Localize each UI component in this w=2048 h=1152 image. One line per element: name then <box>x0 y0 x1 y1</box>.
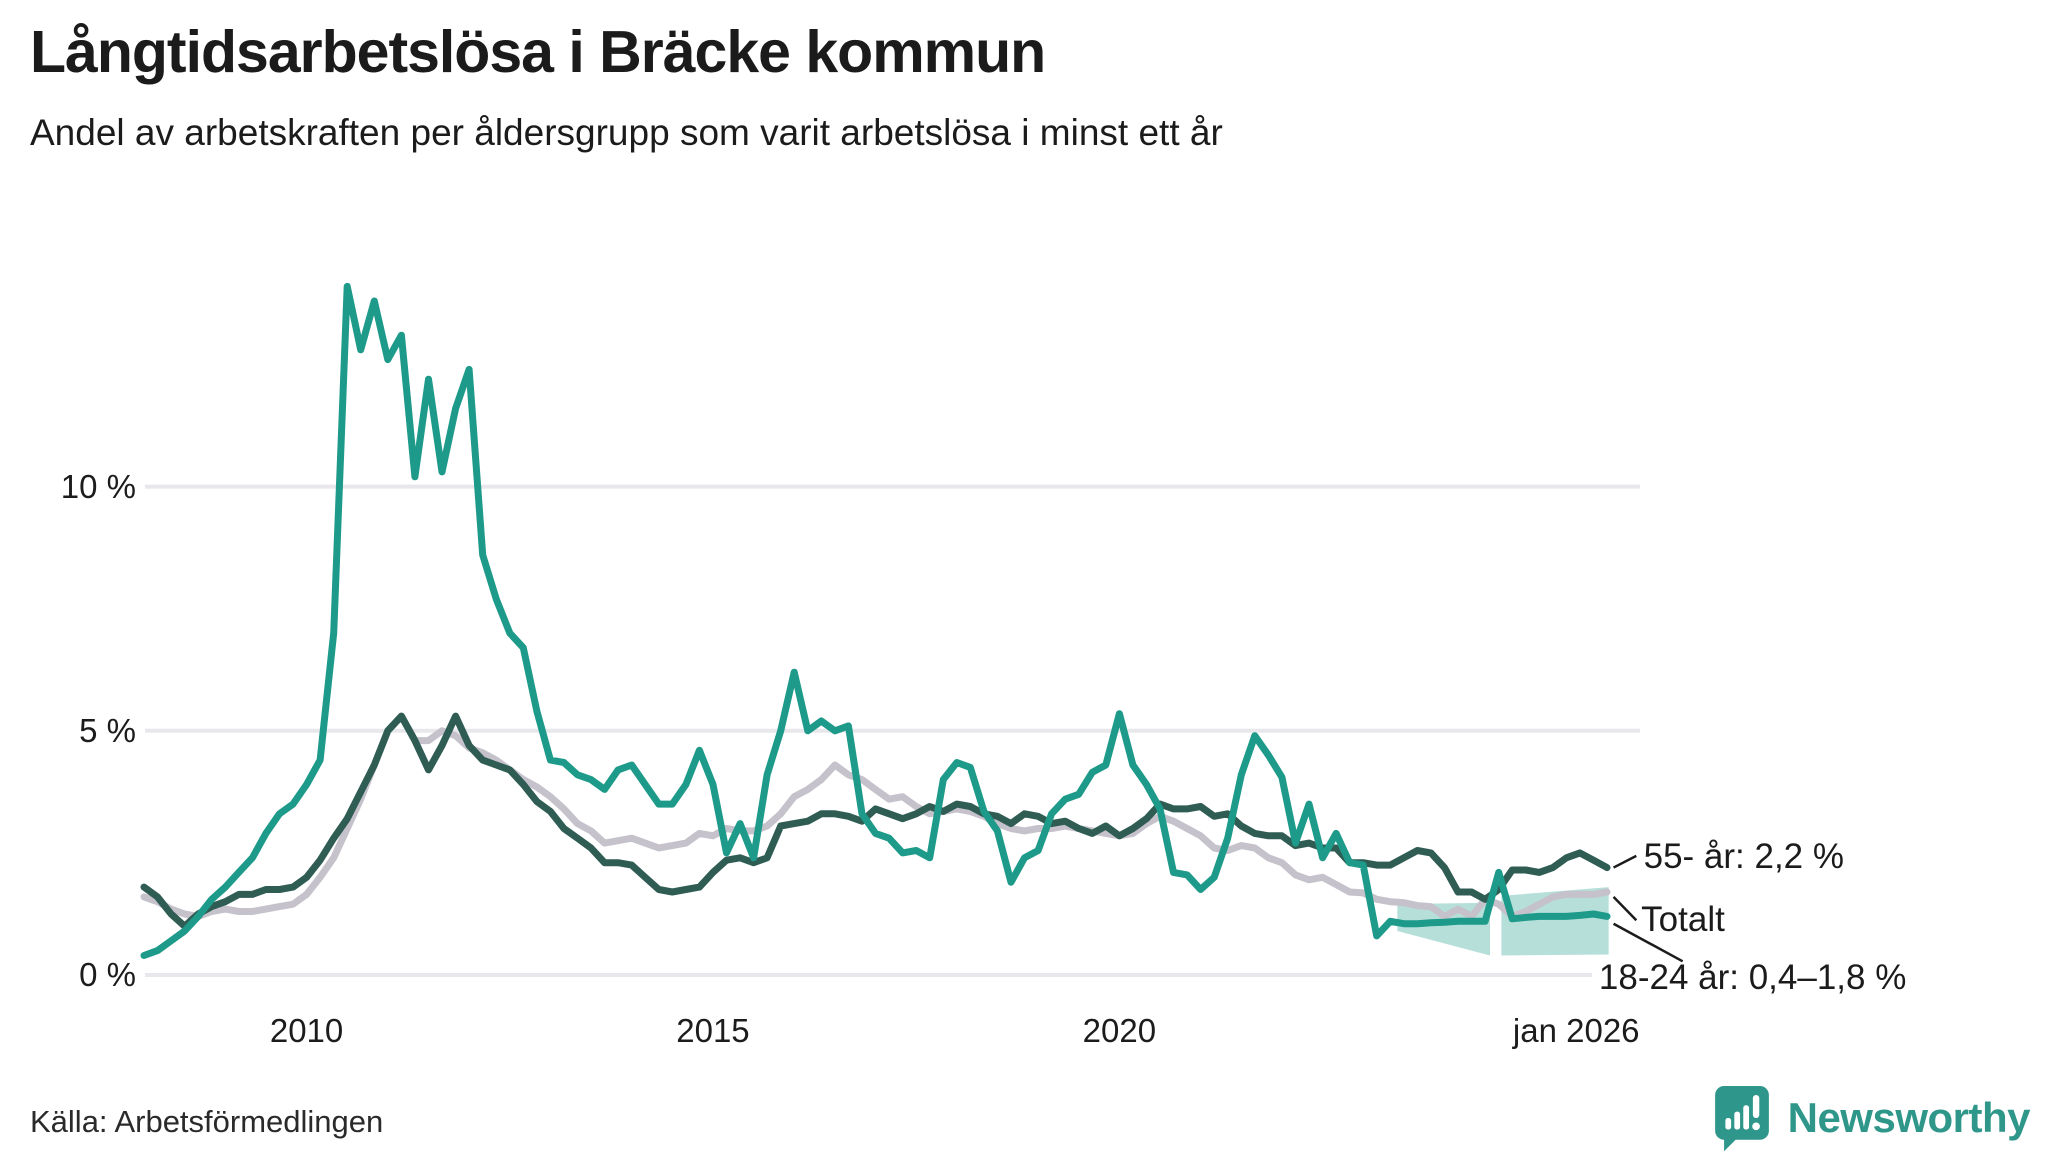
y-axis-tick-label: 0 % <box>79 956 136 993</box>
x-axis-tick-label: 2020 <box>1082 1012 1157 1049</box>
source-caption: Källa: Arbetsförmedlingen <box>30 1104 384 1139</box>
x-axis-tick-label: 2010 <box>269 1012 344 1049</box>
x-axis-tick-label: jan 2026 <box>1512 1012 1640 1049</box>
y-axis-tick-label: 10 % <box>60 467 136 505</box>
annotation-leader-line <box>1612 922 1684 963</box>
annotation-leader-line <box>1612 854 1637 869</box>
newsworthy-logo: Newsworthy <box>1710 1082 2031 1152</box>
series-end-label: Totalt <box>1641 899 1725 939</box>
annotation-leader-line <box>1612 895 1638 922</box>
series-line-18-24-år <box>140 282 1611 959</box>
series-line-totalt <box>140 712 1611 920</box>
series-end-label: 55- år: 2,2 % <box>1643 836 1844 876</box>
series-end-label: 18-24 år: 0,4–1,8 % <box>1598 957 1907 997</box>
page-subtitle: Andel av arbetskraften per åldersgrupp s… <box>30 112 1223 153</box>
y-axis-tick-label: 5 % <box>79 711 136 749</box>
page-title: Långtidsarbetslösa i Bräcke kommun <box>30 19 1046 85</box>
newsworthy-speech-bubble-chart-icon <box>1714 1086 1769 1152</box>
forecast-band-segment <box>1501 887 1609 956</box>
newsworthy-wordmark: Newsworthy <box>1787 1094 2031 1141</box>
series-line-55--år <box>140 712 1611 930</box>
x-axis-tick-label: 2015 <box>676 1012 750 1049</box>
